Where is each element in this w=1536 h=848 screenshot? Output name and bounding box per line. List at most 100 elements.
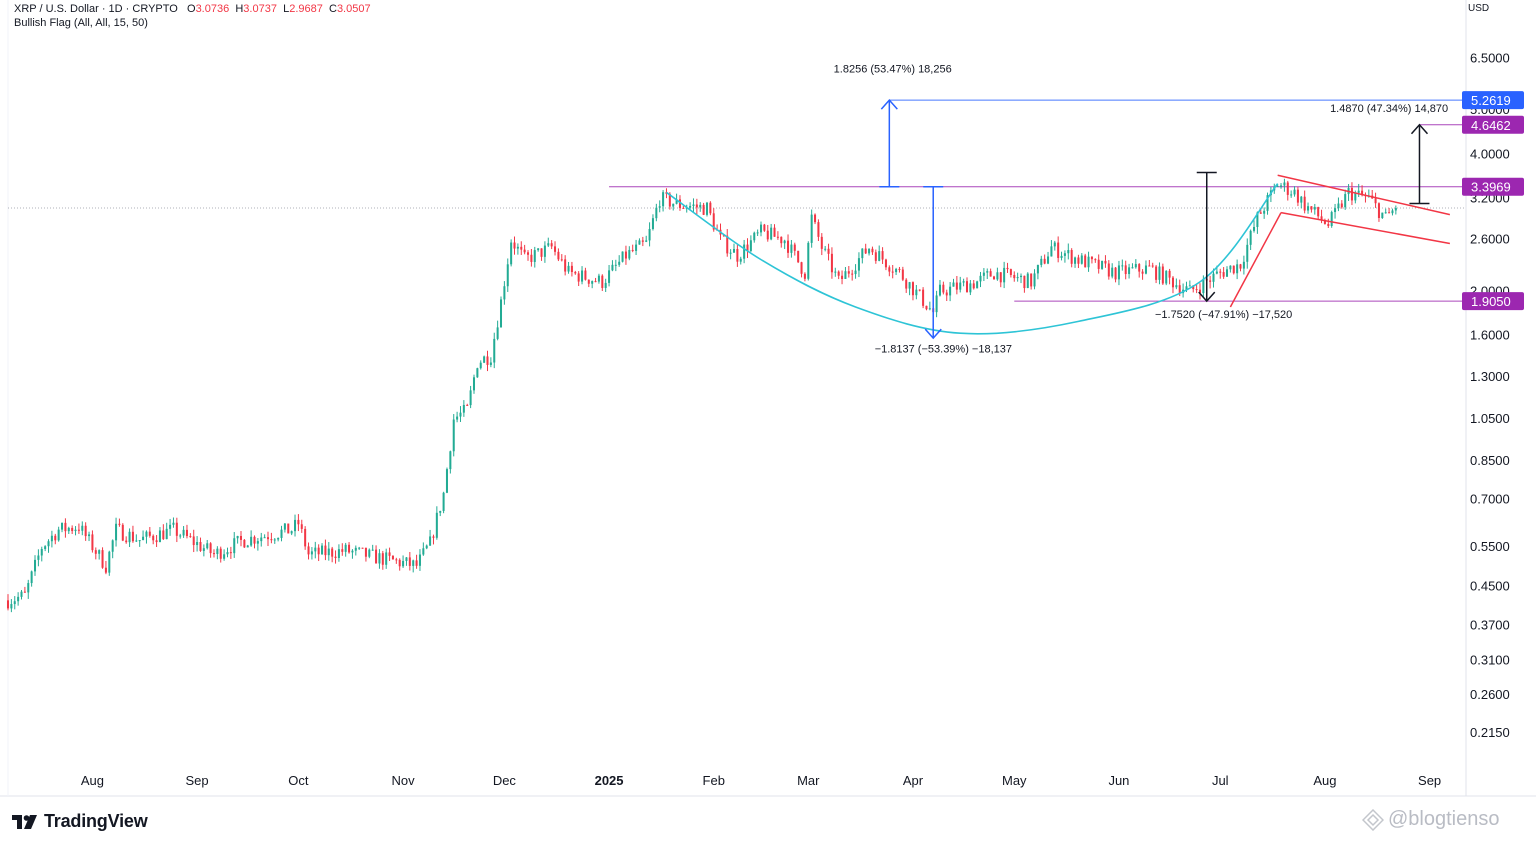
- candle-body: [834, 271, 837, 273]
- candle-body: [577, 273, 580, 282]
- candle-body: [27, 583, 30, 593]
- candle-body: [57, 529, 60, 541]
- candle: [1138, 263, 1141, 278]
- candle-body: [996, 272, 999, 280]
- candle-body: [658, 206, 661, 208]
- tradingview-logo-text: TradingView: [44, 811, 148, 831]
- candle: [476, 367, 479, 378]
- candle: [310, 547, 313, 560]
- candle: [57, 526, 60, 542]
- candle: [699, 202, 702, 212]
- candle: [1249, 229, 1252, 250]
- candle-body: [314, 547, 317, 552]
- candle: [1090, 256, 1093, 264]
- candle: [412, 559, 415, 573]
- candle: [1337, 197, 1340, 212]
- candle-body: [543, 245, 546, 257]
- candle-body: [1310, 206, 1313, 210]
- candle: [182, 526, 185, 538]
- indicator-label[interactable]: Bullish Flag (All, All, 15, 50): [14, 17, 148, 29]
- candle: [753, 231, 756, 243]
- candle: [1006, 262, 1009, 273]
- candle-body: [851, 273, 854, 275]
- candle: [510, 239, 513, 267]
- candle: [760, 221, 763, 237]
- candle: [1020, 273, 1023, 284]
- price-badge-4.6462: 4.6462: [1462, 115, 1524, 134]
- candle-body: [790, 244, 793, 253]
- candle: [1101, 260, 1104, 270]
- candle: [635, 239, 638, 255]
- time-tick-label: Feb: [703, 773, 725, 788]
- candle-body: [803, 273, 806, 279]
- low-value: 2.9687: [289, 3, 323, 15]
- candle-body: [999, 272, 1002, 283]
- candle-body: [304, 528, 307, 547]
- candle-body: [793, 244, 796, 251]
- candle-body: [489, 362, 492, 365]
- candle: [1036, 264, 1039, 280]
- candle-body: [337, 549, 340, 558]
- candle-body: [621, 251, 624, 262]
- candle-body: [547, 243, 550, 246]
- candle: [358, 546, 361, 550]
- candle: [243, 538, 246, 548]
- candle-body: [1357, 190, 1360, 193]
- price-axis: 6.50005.00004.00003.20002.60002.00001.60…: [1470, 50, 1510, 740]
- candle-body: [466, 404, 469, 406]
- candle: [408, 552, 411, 571]
- candle: [783, 239, 786, 250]
- candle: [908, 281, 911, 296]
- candle-body: [1236, 264, 1239, 274]
- symbol-title[interactable]: XRP / U.S. Dollar · 1D · CRYPTO: [14, 3, 178, 15]
- candle-body: [1033, 273, 1036, 287]
- candle-body: [854, 270, 857, 275]
- candle: [341, 543, 344, 556]
- candle: [780, 236, 783, 248]
- candle: [44, 545, 47, 552]
- candle: [1107, 260, 1110, 280]
- candle: [945, 289, 948, 301]
- candle: [233, 532, 236, 558]
- candle: [540, 248, 543, 261]
- tradingview-logo[interactable]: TradingView: [10, 811, 148, 832]
- candle-body: [354, 547, 357, 551]
- candle: [1084, 253, 1087, 268]
- currency-label[interactable]: USD: [1468, 3, 1490, 14]
- candle: [949, 282, 952, 302]
- candle-body: [1128, 267, 1131, 275]
- candle-body: [250, 536, 253, 546]
- candle-body: [1327, 223, 1330, 226]
- candle: [1013, 271, 1016, 282]
- candle-body: [537, 248, 540, 251]
- candle: [574, 270, 577, 275]
- candle: [1134, 259, 1137, 269]
- candle: [439, 510, 442, 517]
- candle: [1117, 260, 1120, 286]
- candle-body: [628, 249, 631, 259]
- candle-body: [726, 235, 729, 254]
- candle: [121, 523, 124, 542]
- candle: [1171, 276, 1174, 294]
- watermark: @blogtienso: [1362, 808, 1499, 831]
- candle-body: [1354, 192, 1357, 201]
- candle: [989, 268, 992, 277]
- candle: [456, 411, 459, 423]
- candle-body: [955, 282, 958, 290]
- candle: [81, 521, 84, 536]
- price-badge-bg: [1462, 292, 1524, 311]
- candle-body: [1155, 266, 1158, 280]
- candle: [1040, 255, 1043, 268]
- candle-body: [533, 250, 536, 262]
- candle: [287, 523, 290, 534]
- candle-body: [959, 282, 962, 290]
- candle-body: [1384, 212, 1387, 214]
- candle-body: [155, 540, 158, 543]
- candle: [98, 549, 101, 560]
- candle: [239, 531, 243, 547]
- candle: [229, 546, 232, 559]
- candle-body: [753, 232, 756, 241]
- candle-body: [695, 204, 698, 208]
- candle: [905, 278, 908, 293]
